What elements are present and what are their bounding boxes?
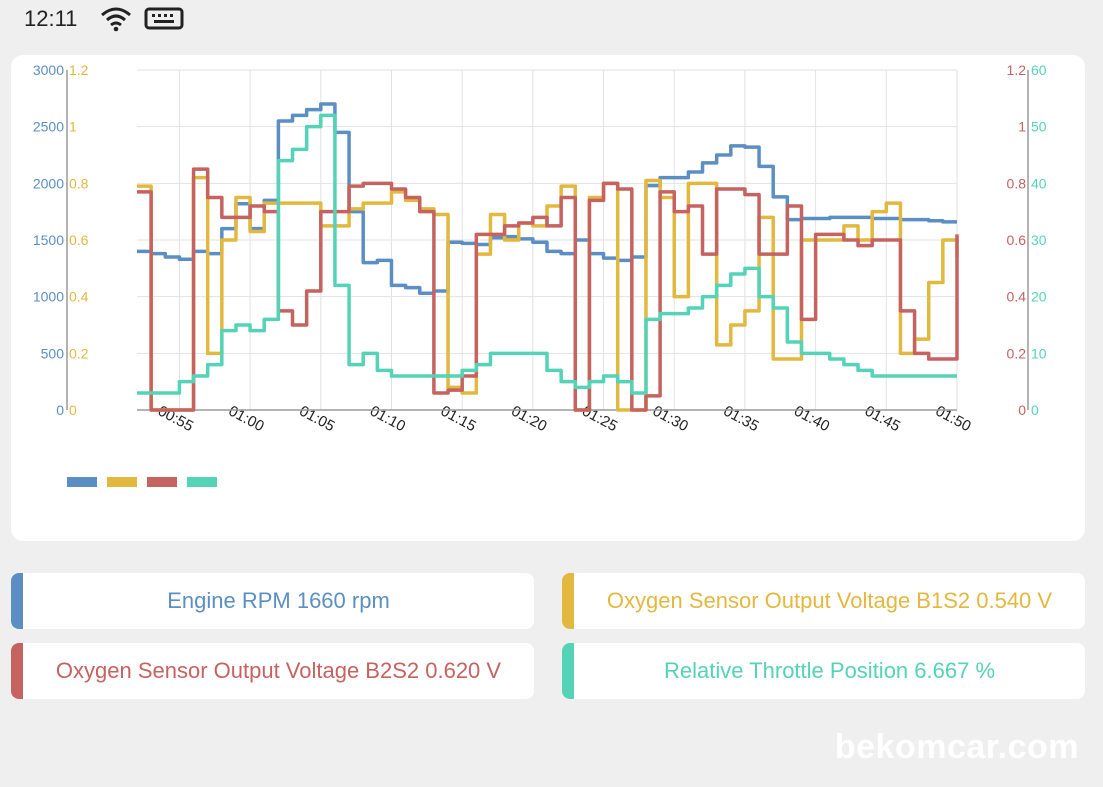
x-tick-label: 01:00 bbox=[226, 403, 267, 436]
y-tick-label-right_outer: 30 bbox=[1031, 232, 1047, 248]
value-card-label: Oxygen Sensor Output Voltage B2S2 0.620 … bbox=[55, 658, 502, 683]
x-tick-label: 00:55 bbox=[155, 403, 196, 436]
y-tick-label-left_inner: 0.8 bbox=[69, 175, 89, 191]
legend-swatch-b1s2 bbox=[107, 477, 137, 487]
y-tick-label-left_inner: 0 bbox=[69, 402, 77, 418]
y-tick-label-right_outer: 40 bbox=[1031, 175, 1047, 191]
x-tick-label: 01:10 bbox=[367, 403, 408, 436]
legend-swatch-b2s2 bbox=[147, 477, 177, 487]
legend-swatch-throttle bbox=[187, 477, 217, 487]
line-chart: 00:55 01:00 01:05 01:10 01:15 01:20 01:25 01:30… bbox=[33, 62, 1047, 436]
y-tick-label-right_outer: 10 bbox=[1031, 345, 1047, 361]
y-tick-label-right_inner: 0.2 bbox=[1007, 345, 1027, 361]
status-time: 12:11 bbox=[24, 6, 78, 31]
value-card-rpm[interactable]: Engine RPM 1660 rpm bbox=[11, 573, 534, 629]
y-tick-label-left_outer: 1000 bbox=[33, 289, 64, 305]
y-tick-label-right_outer: 20 bbox=[1031, 289, 1047, 305]
keyboard-icon bbox=[144, 6, 184, 37]
value-card-label: Oxygen Sensor Output Voltage B1S2 0.540 … bbox=[606, 588, 1053, 613]
series-line-b2s2 bbox=[137, 167, 959, 412]
series-line-throttle bbox=[137, 113, 957, 395]
x-tick-label: 01:45 bbox=[862, 403, 903, 436]
y-tick-label-right_inner: 1 bbox=[1018, 119, 1026, 135]
chart-legend bbox=[67, 477, 217, 487]
wifi-icon bbox=[100, 6, 132, 37]
y-tick-label-left_inner: 1 bbox=[69, 119, 77, 135]
value-card-label: Engine RPM 1660 rpm bbox=[167, 588, 390, 613]
chart-card: 00:55 01:00 01:05 01:10 01:15 01:20 01:25 01:30… bbox=[11, 55, 1085, 541]
x-tick-label: 01:35 bbox=[720, 403, 761, 436]
x-tick-label: 01:40 bbox=[791, 403, 832, 436]
series-line-b1s2 bbox=[137, 175, 959, 412]
y-tick-label-left_inner: 0.6 bbox=[69, 232, 89, 248]
y-tick-label-left_outer: 500 bbox=[41, 345, 65, 361]
y-tick-label-left_outer: 2500 bbox=[33, 119, 64, 135]
y-tick-label-right_inner: 0.6 bbox=[1007, 232, 1027, 248]
y-tick-label-left_inner: 1.2 bbox=[69, 62, 89, 78]
series-line-rpm bbox=[137, 102, 957, 296]
x-tick-label: 01:15 bbox=[438, 403, 479, 436]
value-card-throttle[interactable]: Relative Throttle Position 6.667 % bbox=[562, 643, 1085, 699]
value-card-b1s2[interactable]: Oxygen Sensor Output Voltage B1S2 0.540 … bbox=[562, 573, 1085, 629]
y-tick-label-right_outer: 60 bbox=[1031, 62, 1047, 78]
y-tick-label-left_outer: 1500 bbox=[33, 232, 64, 248]
y-tick-label-right_inner: 0 bbox=[1018, 402, 1026, 418]
value-card-label: Relative Throttle Position 6.667 % bbox=[664, 658, 995, 683]
y-tick-label-right_inner: 1.2 bbox=[1007, 62, 1027, 78]
x-tick-label: 01:30 bbox=[650, 403, 691, 436]
y-tick-label-left_outer: 2000 bbox=[33, 175, 64, 191]
legend-swatch-rpm bbox=[67, 477, 97, 487]
y-tick-label-left_inner: 0.2 bbox=[69, 345, 89, 361]
x-tick-label: 01:25 bbox=[579, 403, 620, 436]
y-tick-label-left_outer: 3000 bbox=[33, 62, 64, 78]
value-card-b2s2[interactable]: Oxygen Sensor Output Voltage B2S2 0.620 … bbox=[11, 643, 534, 699]
y-tick-label-right_outer: 0 bbox=[1031, 402, 1039, 418]
x-tick-label: 01:50 bbox=[933, 403, 974, 436]
x-tick-label: 01:20 bbox=[508, 403, 549, 436]
x-tick-label: 01:05 bbox=[296, 403, 337, 436]
y-tick-label-left_outer: 0 bbox=[56, 402, 64, 418]
y-tick-label-right_inner: 0.8 bbox=[1007, 175, 1027, 191]
status-bar: 12:11 bbox=[0, 0, 1103, 40]
y-tick-label-left_inner: 0.4 bbox=[69, 289, 89, 305]
y-tick-label-right_outer: 50 bbox=[1031, 119, 1047, 135]
y-tick-label-right_inner: 0.4 bbox=[1007, 289, 1027, 305]
watermark: bekomcar.com bbox=[834, 728, 1079, 766]
